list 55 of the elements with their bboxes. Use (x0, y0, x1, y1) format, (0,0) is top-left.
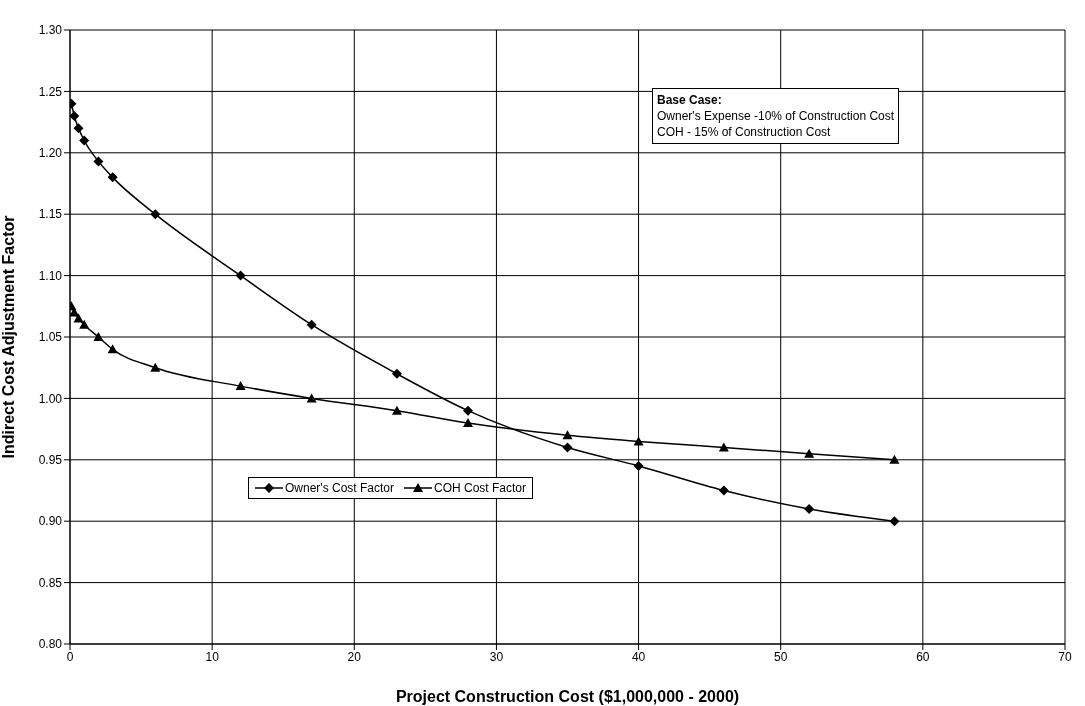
y-tick-label: 1.00 (38, 391, 63, 406)
y-tick-label: 0.80 (38, 637, 63, 652)
x-tick-label: 40 (631, 649, 646, 664)
point (107, 344, 118, 354)
legend-label: COH Cost Factor (433, 481, 526, 495)
annotation: Owner's Expense -10% of Construction Cost (657, 108, 895, 124)
annotation: COH - 15% of Construction Cost (657, 124, 832, 140)
y-tick-label: 0.85 (38, 575, 63, 590)
point (804, 448, 815, 458)
point (93, 332, 104, 341)
point (235, 381, 246, 391)
point (633, 436, 644, 446)
x-tick-label: 60 (916, 649, 930, 664)
legend-label: Owner's Cost Factor (284, 481, 394, 495)
point (718, 442, 729, 452)
point (633, 460, 644, 471)
point (804, 503, 815, 514)
x-tick-label: 10 (205, 649, 220, 664)
y-tick-label: 0.95 (38, 453, 63, 468)
point (562, 442, 573, 453)
point (235, 270, 246, 281)
point (889, 516, 900, 527)
point (306, 319, 317, 330)
y-tick-label: 1.05 (38, 330, 63, 345)
point (391, 368, 402, 379)
x-tick-label: 30 (489, 649, 504, 664)
point (93, 156, 104, 167)
y-tick-label: 1.25 (38, 84, 63, 99)
y-axis-title: Indirect Cost Adjustment Factor (0, 215, 17, 459)
point (73, 123, 84, 134)
x-axis-title: Project Construction Cost ($1,000,000 - 2000) (395, 688, 740, 705)
x-tick-label: 70 (1058, 649, 1072, 664)
point (107, 172, 118, 183)
x-tick-label: 0 (66, 649, 74, 664)
point (79, 319, 90, 329)
point (73, 313, 84, 323)
y-tick-label: 1.10 (38, 268, 63, 283)
point (306, 393, 317, 403)
point (70, 110, 80, 121)
x-tick-label: 50 (774, 649, 788, 664)
annotation: Base Case: (657, 92, 723, 108)
point (562, 430, 573, 440)
point (718, 485, 729, 496)
y-tick-label: 0.90 (38, 514, 63, 529)
y-tick-label: 1.20 (38, 146, 63, 161)
x-tick-label: 20 (347, 649, 362, 664)
point (463, 417, 473, 427)
point (391, 405, 402, 415)
y-tick-label: 1.15 (38, 207, 63, 222)
y-tick-label: 1.30 (38, 23, 63, 38)
point (150, 209, 161, 220)
point (79, 135, 90, 146)
point (463, 405, 473, 416)
point (150, 362, 161, 372)
point (889, 454, 900, 464)
